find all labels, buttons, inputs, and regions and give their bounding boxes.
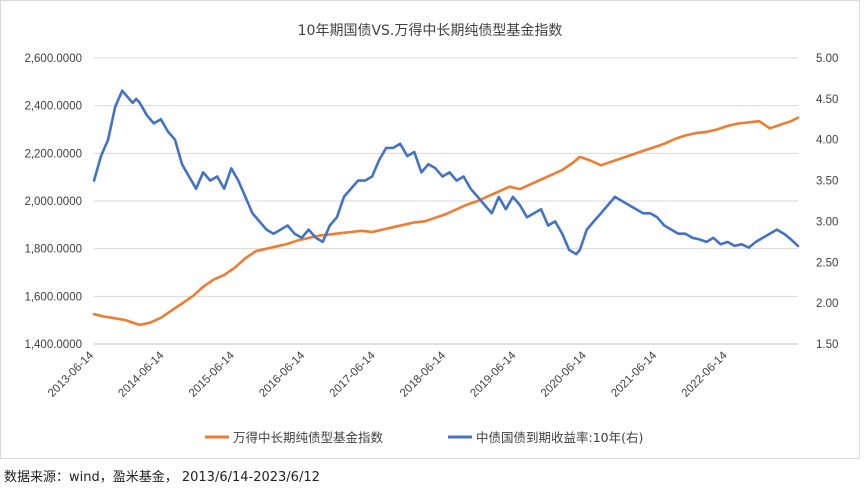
series-lines xyxy=(92,89,800,327)
legend-label: 万得中长期纯债型基金指数 xyxy=(233,430,384,445)
legend: 万得中长期纯债型基金指数 中债国债到期收益率:10年(右) xyxy=(205,430,643,445)
x-tick-label: 2014-06-14 xyxy=(116,349,167,400)
x-tick-label: 2016-06-14 xyxy=(257,349,308,400)
x-tick-label: 2018-06-14 xyxy=(398,349,449,400)
left-tick-label: 1,600.0000 xyxy=(24,291,82,303)
right-tick-label: 4.00 xyxy=(816,135,838,147)
left-tick-label: 2,200.0000 xyxy=(24,148,82,160)
x-tick-label: 2013-06-14 xyxy=(46,349,97,400)
line-chart: 10年期国债VS.万得中长期纯债型基金指数 1,400.0000 1,600.00… xyxy=(24,22,838,445)
left-tick-label: 2,600.0000 xyxy=(24,53,82,65)
left-tick-label: 2,400.0000 xyxy=(24,101,82,113)
source-note: 数据来源：wind，盈米基金， 2013/6/14-2023/6/12 xyxy=(4,470,320,485)
right-tick-label: 2.50 xyxy=(816,257,838,269)
x-tick-label: 2015-06-14 xyxy=(187,349,238,400)
left-axis-ticks: 1,400.0000 1,600.0000 1,800.0000 2,000.0000… xyxy=(24,53,82,351)
right-tick-label: 3.50 xyxy=(816,176,838,188)
x-tick-label: 2020-06-14 xyxy=(539,349,590,400)
right-tick-label: 3.00 xyxy=(816,216,838,228)
right-tick-label: 1.50 xyxy=(816,339,838,351)
right-tick-label: 4.50 xyxy=(816,94,838,106)
left-tick-label: 1,800.0000 xyxy=(24,244,82,256)
right-axis-ticks: 1.50 2.00 2.50 3.00 3.50 4.00 4.50 5.00 xyxy=(816,53,838,351)
x-axis-ticks: 2013-06-14 2014-06-14 2015-06-14 2016-06-14… xyxy=(46,343,798,400)
right-tick-label: 5.00 xyxy=(816,53,838,65)
left-tick-label: 1,400.0000 xyxy=(24,339,82,351)
x-tick-label: 2019-06-14 xyxy=(468,349,519,400)
bond-fund-index-line xyxy=(92,116,800,327)
x-tick-label: 2021-06-14 xyxy=(609,349,660,400)
legend-label: 中债国债到期收益率:10年(右) xyxy=(476,430,643,445)
left-tick-label: 2,000.0000 xyxy=(24,196,82,208)
x-tick-label: 2017-06-14 xyxy=(328,349,379,400)
x-tick-label: 2022-06-14 xyxy=(680,349,731,400)
right-tick-label: 2.00 xyxy=(816,298,838,310)
gridlines xyxy=(94,57,798,345)
chart-title: 10年期国债VS.万得中长期纯债型基金指数 xyxy=(298,22,563,39)
chart-frame xyxy=(0,0,860,459)
treasury-yield-line xyxy=(92,89,800,256)
